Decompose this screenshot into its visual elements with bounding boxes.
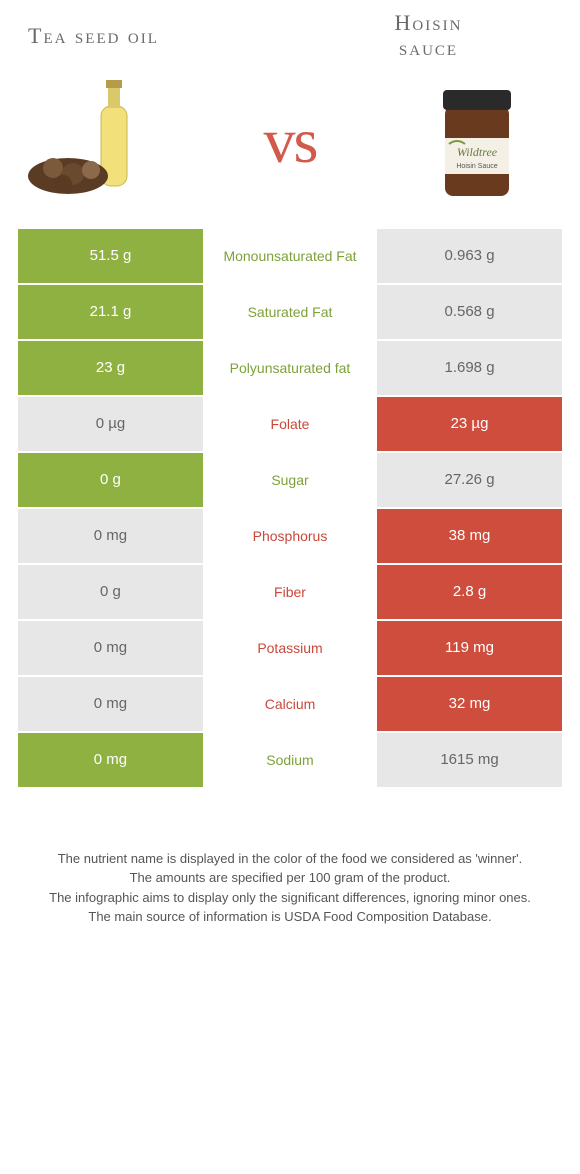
vs-label: vs [264,104,317,178]
footer-line-2: The amounts are specified per 100 gram o… [28,868,552,888]
svg-text:Hoisin Sauce: Hoisin Sauce [456,163,497,170]
footer-line-4: The main source of information is USDA F… [28,907,552,927]
table-row: 23 gPolyunsaturated fat1.698 g [18,341,562,397]
svg-text:Wildtree: Wildtree [457,145,498,159]
comparison-table: 51.5 gMonounsaturated Fat0.963 g21.1 gSa… [18,229,562,789]
right-value: 23 µg [377,397,562,453]
table-row: 21.1 gSaturated Fat0.568 g [18,285,562,341]
table-row: 0 gSugar27.26 g [18,453,562,509]
left-value: 0 mg [18,509,203,565]
table-row: 0 mgCalcium32 mg [18,677,562,733]
right-title-line2: sauce [399,35,458,60]
nutrient-label: Fiber [203,565,377,621]
table-row: 0 mgPhosphorus38 mg [18,509,562,565]
table-row: 0 gFiber2.8 g [18,565,562,621]
right-value: 2.8 g [377,565,562,621]
right-value: 0.963 g [377,229,562,285]
nutrient-label: Calcium [203,677,377,733]
table-row: 0 mgPotassium119 mg [18,621,562,677]
infographic-container: Tea seed oil Hoisin sauce vs [0,0,580,957]
nutrient-label: Sugar [203,453,377,509]
left-value: 0 g [18,453,203,509]
table-row: 0 µgFolate23 µg [18,397,562,453]
nutrient-label: Potassium [203,621,377,677]
table-row: 51.5 gMonounsaturated Fat0.963 g [18,229,562,285]
left-food-image [18,71,188,211]
right-title-line1: Hoisin [395,10,463,35]
left-value: 0 mg [18,733,203,789]
left-value: 0 µg [18,397,203,453]
nutrient-label: Monounsaturated Fat [203,229,377,285]
nutrient-label: Polyunsaturated fat [203,341,377,397]
right-value: 119 mg [377,621,562,677]
right-food-title: Hoisin sauce [295,10,562,61]
nutrient-label: Saturated Fat [203,285,377,341]
right-value: 0.568 g [377,285,562,341]
left-value: 0 g [18,565,203,621]
tea-seed-oil-icon [23,76,183,206]
footer-notes: The nutrient name is displayed in the co… [18,849,562,927]
right-value: 1615 mg [377,733,562,789]
hoisin-sauce-jar-icon: Wildtree Hoisin Sauce [417,76,537,206]
table-row: 0 mgSodium1615 mg [18,733,562,789]
left-value: 23 g [18,341,203,397]
left-value: 21.1 g [18,285,203,341]
nutrient-label: Sodium [203,733,377,789]
right-value: 27.26 g [377,453,562,509]
footer-line-3: The infographic aims to display only the… [28,888,552,908]
right-value: 1.698 g [377,341,562,397]
right-value: 32 mg [377,677,562,733]
images-row: vs Wildtree Hoisin Sauce [18,71,562,211]
nutrient-label: Folate [203,397,377,453]
left-value: 0 mg [18,621,203,677]
left-value: 0 mg [18,677,203,733]
header-row: Tea seed oil Hoisin sauce [18,10,562,61]
right-food-image: Wildtree Hoisin Sauce [392,71,562,211]
left-food-title: Tea seed oil [18,23,295,48]
left-value: 51.5 g [18,229,203,285]
nutrient-label: Phosphorus [203,509,377,565]
footer-line-1: The nutrient name is displayed in the co… [28,849,552,869]
right-value: 38 mg [377,509,562,565]
